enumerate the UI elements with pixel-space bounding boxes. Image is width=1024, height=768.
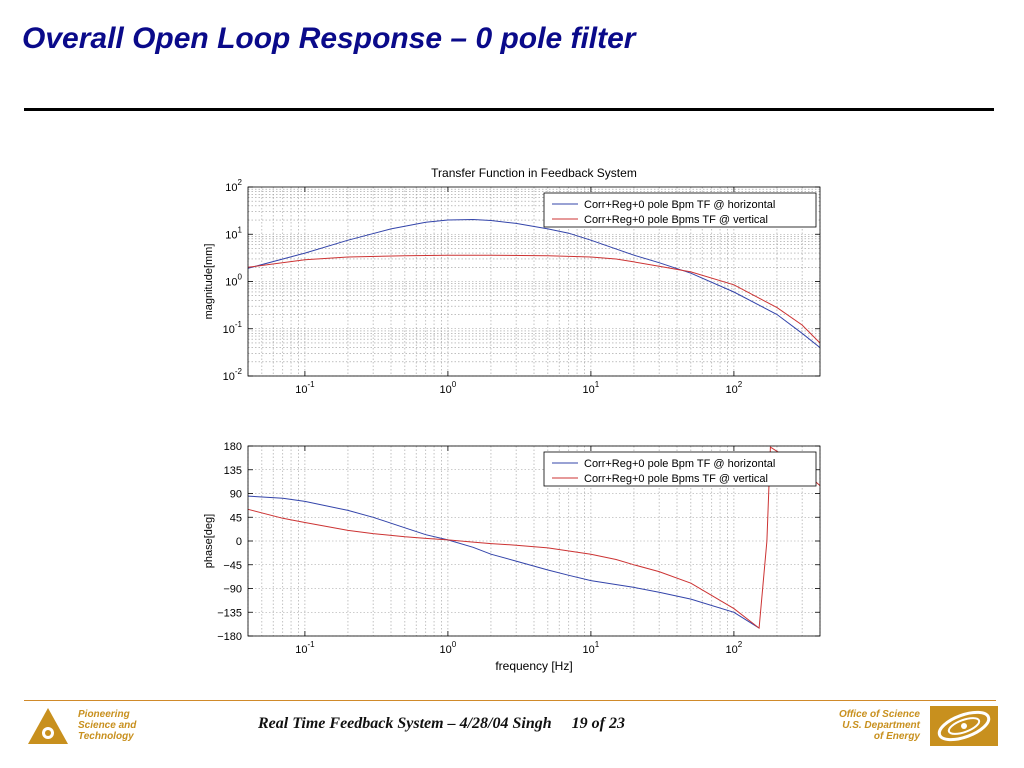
series-line-1 — [247, 495, 760, 629]
x-axis-label: frequency [Hz] — [495, 659, 572, 673]
x-tick-label: 102 — [726, 640, 743, 656]
y-tick-label: 10-1 — [223, 320, 243, 336]
atom-logo-icon — [28, 708, 68, 744]
y-tick-label: 102 — [225, 178, 242, 194]
footer-page-number: 19 of 23 — [571, 715, 625, 732]
footer-presentation-info: Real Time Feedback System – 4/28/04 Sing… — [258, 715, 552, 732]
x-tick-label: 101 — [583, 380, 600, 396]
y-axis-label: magnitude[mm] — [203, 244, 215, 320]
footer-left-text: Pioneering Science and Technology — [78, 709, 136, 742]
footer-center: Real Time Feedback System – 4/28/04 Sing… — [258, 715, 625, 733]
y-tick-label: 100 — [225, 273, 242, 289]
y-tick-label: 101 — [225, 225, 242, 241]
y-tick-label: 10-2 — [223, 367, 243, 383]
legend-label-1: Corr+Reg+0 pole Bpm TF @ horizontal — [584, 199, 775, 211]
y-axis-label: phase[deg] — [203, 514, 215, 568]
x-tick-label: 101 — [583, 640, 600, 656]
y-tick-label: 180 — [224, 441, 242, 453]
grid — [247, 187, 821, 377]
footer-right-line: Office of Science — [839, 709, 920, 720]
footer-divider — [24, 700, 996, 701]
slide-title: Overall Open Loop Response – 0 pole filt… — [22, 22, 636, 55]
legend-box — [543, 192, 817, 228]
series-line-1 — [247, 218, 821, 348]
series-line-2 — [247, 446, 821, 630]
chart-title: Transfer Function in Feedback System — [431, 166, 637, 180]
magnitude-chart: 10-2 10-1 100 101 102 10-1 100 101 102 Transfer F… — [203, 166, 821, 396]
footer-right-line: U.S. Department — [842, 720, 920, 731]
y-tick-label: −90 — [223, 584, 242, 596]
chart-figure: 10-2 10-1 100 101 102 10-1 100 101 102 Transfer F… — [203, 166, 821, 673]
footer-left-line: Science and — [78, 720, 137, 731]
y-tick-label: −135 — [217, 607, 242, 619]
x-tick-label: 10-1 — [295, 640, 315, 656]
legend-box — [543, 451, 817, 487]
x-tick-label: 102 — [726, 380, 743, 396]
footer-right-text: Office of Science U.S. Department of Ene… — [839, 709, 920, 742]
legend-label-2: Corr+Reg+0 pole Bpms TF @ vertical — [584, 214, 768, 226]
y-tick-label: −180 — [217, 631, 242, 643]
y-tick-label: 0 — [236, 536, 242, 548]
footer-right-line: of Energy — [873, 731, 920, 742]
legend-label-2: Corr+Reg+0 pole Bpms TF @ vertical — [584, 473, 768, 485]
y-tick-label: 90 — [230, 489, 242, 501]
series-line-2 — [247, 254, 821, 344]
phase-chart: 180 135 90 45 0 −45 −90 −135 −180 10-1 100 101 102 ph… — [203, 441, 821, 673]
y-tick-label: 135 — [224, 465, 242, 477]
x-tick-label: 100 — [440, 640, 457, 656]
legend-label-1: Corr+Reg+0 pole Bpm TF @ horizontal — [584, 458, 775, 470]
y-tick-label: 45 — [230, 512, 242, 524]
title-divider — [24, 108, 994, 111]
footer-left-line: Technology — [78, 731, 134, 742]
x-tick-label: 100 — [440, 380, 457, 396]
y-tick-label: −45 — [223, 560, 242, 572]
footer-left-line: Pioneering — [78, 709, 130, 720]
x-tick-label: 10-1 — [295, 380, 315, 396]
doe-logo-icon — [930, 706, 998, 746]
